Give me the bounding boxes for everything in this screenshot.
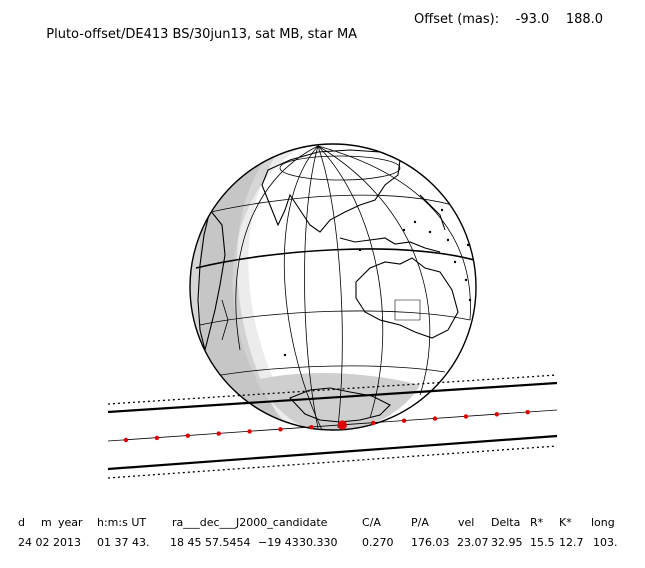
col-rstar: R* [530, 516, 544, 529]
val-time: 01 37 43. [97, 536, 150, 549]
shadow-point [123, 437, 129, 443]
shadow-point [401, 418, 407, 423]
shadow-centerline [107, 409, 558, 442]
shadow-points [123, 410, 530, 443]
philippines-coast [419, 194, 446, 231]
col-d: d [18, 516, 25, 529]
shadow-point [463, 414, 469, 419]
shadow-north-limit [107, 381, 558, 414]
indonesia-coast [339, 237, 441, 253]
meridians [235, 145, 471, 430]
shadow-point [154, 435, 160, 441]
shadow-point [216, 431, 221, 436]
table-header-row: d m year h:m:s UT ra___dec___J2000_candi… [0, 516, 645, 536]
col-delta: Delta [491, 516, 521, 529]
map-header: Pluto-offset/DE413 BS/30jun13, sat MB, s… [38, 12, 603, 57]
col-vel: vel [458, 516, 475, 529]
col-pa: P/A [411, 516, 429, 529]
antarctica-coast [289, 387, 391, 423]
twilight-edge [232, 147, 300, 428]
val-vel: 23.07 [457, 536, 489, 549]
globe-outline [189, 143, 477, 431]
map-title: Pluto-offset/DE413 BS/30jun13, sat MB, s… [46, 27, 358, 42]
shadow-point [278, 427, 283, 432]
offset-readout: Offset (mas): -93.0 188.0 [414, 12, 603, 27]
uncertainty-south [107, 445, 558, 479]
australia-coast [355, 257, 459, 339]
val-dec-sec: 30.330 [299, 536, 338, 549]
shadow-point [525, 410, 530, 415]
shadow-south-limit [107, 434, 558, 471]
coastlines [197, 149, 459, 423]
event-table: d m year h:m:s UT ra___dec___J2000_candi… [0, 516, 645, 556]
africa-coast [197, 208, 226, 351]
col-m: m [41, 516, 52, 529]
asia-coast [261, 149, 401, 233]
shadow-point [494, 412, 499, 417]
col-ca: C/A [362, 516, 381, 529]
madagascar-coast [221, 299, 229, 341]
val-kstar: 12.7 [559, 536, 584, 549]
val-rstar: 15.5 [530, 536, 555, 549]
val-pa: 176.03 [411, 536, 450, 549]
shadow-point [185, 433, 190, 438]
val-long: 103. [593, 536, 618, 549]
col-kstar: K* [559, 516, 572, 529]
central-shadow-point [337, 420, 347, 430]
val-ca: 0.270 [362, 536, 394, 549]
antarctic-shade [255, 373, 420, 430]
val-dec: −19 43 [258, 536, 299, 549]
col-long: long [591, 516, 615, 529]
col-time: h:m:s UT [97, 516, 147, 529]
parallels [195, 155, 475, 377]
offset-label: Offset (mas): [414, 12, 500, 27]
val-date: 24 02 2013 [18, 536, 81, 549]
shadow-point [371, 420, 376, 426]
col-year: year [58, 516, 83, 529]
shadow-point [247, 429, 252, 434]
table-row: 24 02 2013 01 37 43. 18 45 57.5454 −19 4… [0, 536, 645, 556]
shadow-point [309, 425, 314, 430]
offset-dec: 188.0 [565, 12, 604, 27]
offset-ra: -93.0 [515, 12, 550, 27]
val-ra: 18 45 57.5454 [170, 536, 251, 549]
col-radec: ra___dec___J2000_candidate [172, 516, 328, 529]
twilight-shade [200, 160, 285, 428]
night-shade [190, 147, 300, 428]
val-delta: 32.95 [491, 536, 523, 549]
australia-border [394, 299, 421, 321]
shadow-point [432, 416, 438, 421]
